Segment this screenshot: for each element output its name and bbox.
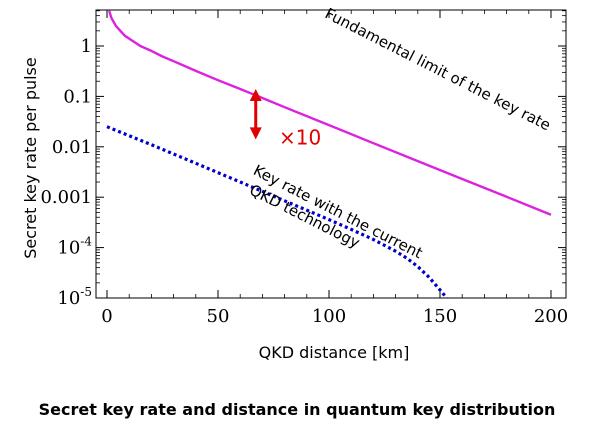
x-axis-label: QKD distance [km]: [259, 343, 410, 362]
series-layer: [106, 10, 552, 298]
y-tick-label: 0.001: [40, 187, 92, 208]
plot-frame: [95, 9, 567, 299]
plot-border: [95, 9, 567, 299]
x-tick-label: 50: [207, 306, 230, 327]
y-tick-label: 10-5: [57, 285, 92, 309]
factor-arrow-head-up: [249, 89, 262, 102]
y-tick-label: 0.01: [52, 137, 92, 158]
x-tick-label: 100: [312, 306, 346, 327]
x-tick-label: 0: [101, 306, 112, 327]
x-axis-ticks: 0 50 100 150 200: [101, 10, 568, 327]
y-axis-label: Secret key rate per pulse: [21, 57, 40, 259]
y-tick-label: 1: [81, 36, 92, 57]
x-tick-label: 200: [534, 306, 568, 327]
factor-label: ×10: [279, 126, 321, 150]
figure-caption: Secret key rate and distance in quantum …: [38, 400, 556, 419]
fundamental-limit-label: Fundamental limit of the key rate: [322, 4, 554, 134]
x-tick-label: 150: [423, 306, 457, 327]
current-technology-line: [106, 125, 448, 298]
factor-arrow-head-down: [249, 127, 262, 140]
y-tick-label: 10-4: [57, 235, 92, 259]
chart: 1 0.1 0.01 0.001 10-4 10-5 0 50 100 150 200 Funda…: [21, 4, 568, 362]
fundamental-limit-line: [108, 10, 552, 216]
y-axis-ticks: 1 0.1 0.01 0.001 10-4 10-5: [40, 10, 566, 309]
y-tick-label: 0.1: [63, 86, 92, 107]
